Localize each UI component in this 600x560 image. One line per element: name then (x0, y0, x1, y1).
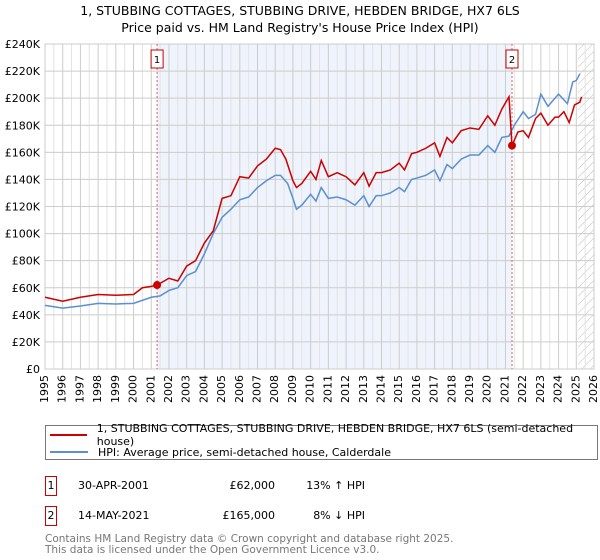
chart-title: 1, STUBBING COTTAGES, STUBBING DRIVE, HE… (80, 3, 520, 18)
x-tick-label: 1997 (73, 375, 86, 403)
y-tick-label: £140K (5, 173, 41, 186)
x-tick-label: 2010 (304, 375, 317, 403)
x-tick-label: 2000 (127, 375, 140, 403)
x-tick-label: 2021 (498, 375, 511, 403)
x-tick-label: 1995 (38, 375, 51, 403)
sale-point (153, 281, 162, 290)
x-tick-label: 2012 (339, 375, 352, 403)
legend-swatch-blue (50, 451, 88, 453)
sale-date: 30-APR-2001 (78, 479, 150, 492)
legend-swatch-red (50, 434, 87, 436)
x-tick-label: 2005 (215, 375, 228, 403)
property-series-line (44, 94, 583, 303)
footer-copyright: Contains HM Land Registry data © Crown c… (45, 533, 454, 545)
sale-hpi-diff: 13% ↑ HPI (306, 479, 365, 492)
sale-marker-badge: 1 (45, 476, 57, 496)
sale-marker-badge (150, 49, 164, 69)
sale-row: 2 14-MAY-2021 £165,000 8% ↓ HPI (45, 506, 545, 528)
y-tick-label: £120K (5, 201, 41, 214)
x-tick-label: 2018 (445, 375, 458, 403)
y-tick-label: £100K (5, 228, 41, 241)
chart-subtitle: Price paid vs. HM Land Registry's House … (121, 20, 479, 35)
legend-label: HPI: Average price, semi-detached house,… (98, 445, 391, 459)
x-tick-label: 2003 (180, 375, 193, 403)
sale-hpi-diff: 8% ↓ HPI (313, 509, 365, 522)
y-tick-label: £0 (26, 363, 40, 376)
sale-marker-badge (505, 49, 519, 69)
legend-label: 1, STUBBING COTTAGES, STUBBING DRIVE, HE… (96, 422, 574, 448)
x-tick-label: 2026 (587, 375, 600, 403)
x-tick-label: 1998 (91, 375, 104, 403)
x-tick-label: 2007 (251, 375, 264, 403)
sale-price: £62,000 (229, 479, 276, 492)
sale-price: £165,000 (222, 509, 276, 522)
x-tick-label: 2016 (410, 375, 423, 403)
y-tick-label: £60K (12, 282, 41, 295)
x-tick-label: 2002 (162, 375, 175, 403)
sale-point (508, 141, 517, 150)
x-tick-label: 2025 (569, 375, 582, 403)
x-tick-label: 2013 (357, 375, 370, 403)
plot-border (44, 43, 595, 370)
y-tick-label: £20K (12, 336, 41, 349)
x-tick-label: 1996 (56, 375, 69, 403)
x-tick-label: 2015 (392, 375, 405, 403)
y-tick-label: £40K (12, 309, 41, 322)
x-tick-label: 2022 (516, 375, 529, 403)
sale-marker-label: 1 (154, 55, 160, 66)
x-tick-label: 2004 (197, 375, 210, 403)
footer: Contains HM Land Registry data © Crown c… (45, 534, 453, 556)
price-chart: 1995 1996 1997 1998 1999 2000 2001 2002 2003 2004… (5, 38, 600, 403)
x-tick-label: 1999 (109, 375, 122, 403)
legend-item-hpi: HPI: Average price, semi-detached house,… (50, 444, 391, 460)
x-tick-label: 2023 (534, 375, 547, 403)
x-tick-label: 2024 (552, 375, 565, 403)
y-tick-label: £180K (5, 119, 41, 132)
x-tick-label: 2011 (321, 375, 334, 403)
hpi-series-line (44, 73, 581, 309)
x-tick-label: 2017 (428, 375, 441, 403)
footer-licence: This data is licensed under the Open Gov… (45, 544, 380, 556)
x-tick-label: 2019 (463, 375, 476, 403)
y-tick-label: £200K (5, 92, 41, 105)
legend-item-property: 1, STUBBING COTTAGES, STUBBING DRIVE, HE… (50, 422, 597, 448)
x-tick-label: 2009 (286, 375, 299, 403)
sale-marker-badge: 2 (45, 506, 57, 526)
x-tick-label: 2014 (374, 375, 387, 403)
y-tick-label: £240K (5, 38, 41, 51)
x-tick-label: 2020 (481, 375, 494, 403)
x-tick-label: 2008 (268, 375, 281, 403)
y-tick-label: £80K (12, 255, 41, 268)
x-tick-label: 2006 (233, 375, 246, 403)
sale-date: 14-MAY-2021 (78, 509, 150, 522)
y-tick-label: £220K (5, 65, 41, 78)
y-tick-label: £160K (5, 146, 41, 159)
x-tick-label: 2001 (144, 375, 157, 403)
sale-row: 1 30-APR-2001 £62,000 13% ↑ HPI (45, 476, 545, 498)
sale-marker-label: 2 (509, 55, 515, 66)
legend: 1, STUBBING COTTAGES, STUBBING DRIVE, HE… (45, 422, 598, 460)
